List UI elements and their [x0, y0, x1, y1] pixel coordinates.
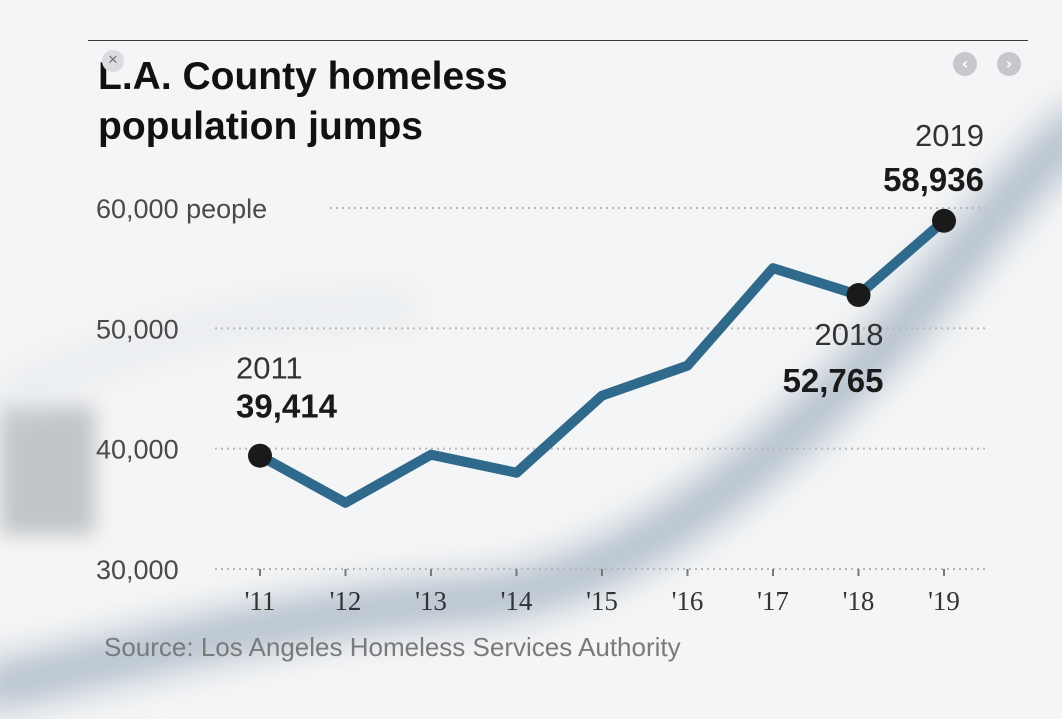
y-axis-ticks: 30,000 40,000 50,000 60,000 people [96, 194, 267, 585]
annotation-value: 58,936 [883, 161, 984, 198]
next-button[interactable]: › [997, 52, 1021, 76]
x-tick-label: '17 [757, 586, 789, 616]
title-line-2: population jumps [98, 105, 423, 148]
data-point-marker [932, 208, 956, 233]
annotation-value: 39,414 [236, 388, 338, 425]
point-markers [248, 208, 956, 468]
x-tick-label: '13 [415, 586, 447, 616]
top-rule [88, 40, 1028, 41]
x-axis-ticks: '11 '12 '13 '14 '15 '16 '17 '18 '19 [245, 569, 960, 616]
y-tick-label: 60,000 people [96, 194, 267, 224]
x-tick-label: '15 [586, 586, 618, 616]
x-tick-label: '16 [672, 586, 704, 616]
annotation-year: 2019 [915, 118, 984, 153]
annotation-year: 2018 [815, 317, 884, 352]
data-point-marker [248, 443, 272, 468]
x-tick-label: '14 [501, 586, 533, 616]
y-tick-label: 40,000 [96, 435, 179, 465]
series-line [255, 215, 949, 508]
series-line-path [255, 215, 949, 508]
source-note: Source: Los Angeles Homeless Services Au… [104, 632, 681, 662]
chevron-right-icon: › [1005, 54, 1013, 73]
annotation-value: 52,765 [783, 362, 884, 399]
close-icon: ✕ [107, 53, 119, 68]
prev-button[interactable]: ‹ [953, 52, 977, 76]
close-button[interactable]: ✕ [102, 50, 124, 72]
y-tick-label: 30,000 [96, 555, 179, 585]
annotation-year: 2011 [236, 351, 303, 386]
y-tick-label: 50,000 [96, 314, 179, 344]
x-tick-label: '19 [928, 586, 960, 616]
x-tick-label: '11 [245, 586, 276, 616]
data-point-marker [846, 283, 871, 308]
x-tick-label: '12 [330, 586, 362, 616]
gridlines [215, 207, 985, 570]
chevron-left-icon: ‹ [961, 54, 969, 73]
x-tick-label: '18 [843, 586, 875, 616]
title-line-1: L.A. County homeless [98, 55, 508, 98]
chart-title: L.A. County homeless population jumps [98, 52, 698, 152]
